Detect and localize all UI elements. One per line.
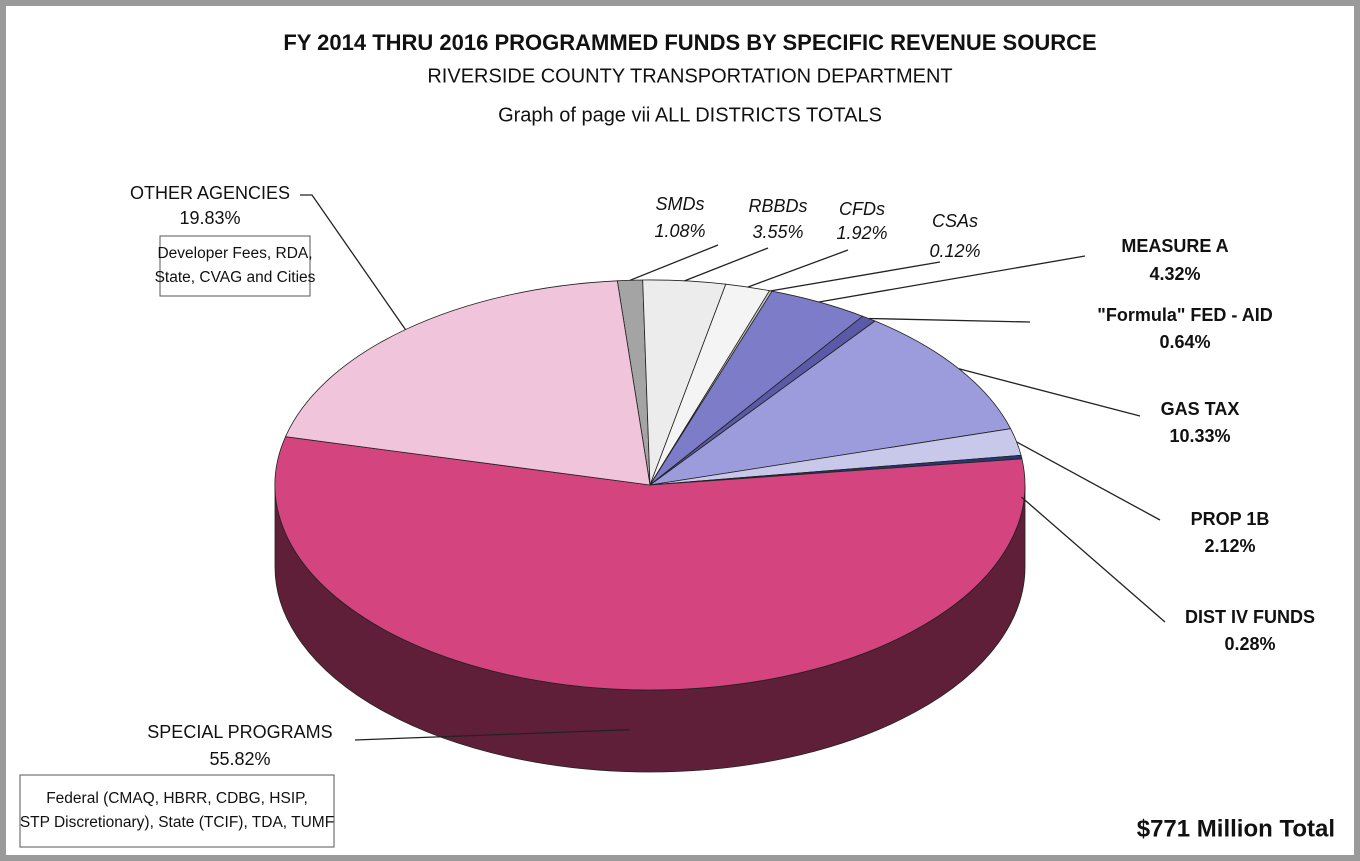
total-label: $771 Million Total (1137, 815, 1335, 842)
leader-line (354, 729, 630, 741)
slice-value-label: 2.12% (1204, 536, 1255, 556)
note-text: Federal (CMAQ, HBRR, CDBG, HSIP, (46, 790, 308, 807)
slice-label: PROP 1B (1191, 509, 1270, 529)
leader-line (747, 249, 849, 288)
note-text: STP Discretionary), State (TCIF), TDA, T… (20, 814, 334, 831)
note-box (159, 235, 311, 297)
chart-title: FY 2014 THRU 2016 PROGRAMMED FUNDS BY SP… (283, 30, 1096, 55)
slice-value-label: 0.12% (929, 241, 980, 261)
slice-value-label: 4.32% (1149, 264, 1200, 284)
leader-line (1021, 496, 1166, 623)
chart-subtitle: RIVERSIDE COUNTY TRANSPORTATION DEPARTME… (427, 65, 952, 87)
note-text: Developer Fees, RDA, (157, 245, 312, 262)
slice-value-label: 1.08% (654, 221, 705, 241)
note-text: State, CVAG and Cities (155, 269, 316, 286)
leader-line (684, 247, 769, 282)
slice-value-label: 55.82% (209, 749, 270, 769)
leader-line (868, 317, 1031, 323)
slice-label: GAS TAX (1161, 399, 1240, 419)
slice-label: RBBDs (748, 196, 807, 216)
leader-line (818, 255, 1086, 303)
slice-value-label: 3.55% (752, 222, 803, 242)
slice (274, 436, 1026, 691)
slice (284, 280, 651, 486)
slice-value-label: 1.92% (836, 223, 887, 243)
slice-label: CSAs (932, 211, 978, 231)
slice-value-label: 19.83% (179, 208, 240, 228)
slice-value-label: 10.33% (1169, 426, 1230, 446)
slice-label: "Formula" FED - AID (1097, 305, 1272, 325)
slice-label: SPECIAL PROGRAMS (147, 722, 332, 742)
leader-line (770, 261, 941, 292)
slice-label: SMDs (656, 194, 705, 214)
leader-line (1016, 441, 1161, 521)
slice-value-label: 0.64% (1159, 332, 1210, 352)
chart-subtitle: Graph of page vii ALL DISTRICTS TOTALS (498, 104, 882, 126)
slice-value-label: 0.28% (1224, 634, 1275, 654)
leader-line (958, 368, 1141, 417)
slice-label: CFDs (839, 199, 885, 219)
slice-label: OTHER AGENCIES (130, 183, 290, 203)
slice-label: DIST IV FUNDS (1185, 607, 1315, 627)
slice-label: MEASURE A (1121, 236, 1228, 256)
leader-line (629, 244, 719, 281)
note-box (19, 774, 335, 848)
leader-line (300, 194, 407, 330)
